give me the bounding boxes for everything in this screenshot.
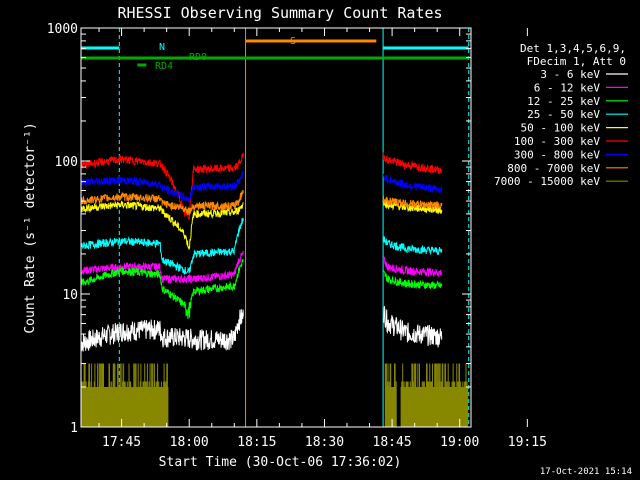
x-axis-label: Start Time (30-Oct-06 17:36:02): [159, 455, 402, 470]
x-tick-label-0: 17:45: [102, 435, 141, 450]
x-tick-label-3: 18:30: [305, 435, 344, 450]
timestamp: 17-Oct-2021 15:14: [540, 467, 632, 477]
x-axis: 17:45 18:00 18:15 18:30 18:45 19:00 19:15: [98, 28, 547, 450]
legend-label-0: 3 - 6 keV: [540, 68, 600, 81]
legend-header-0: Det 1,3,4,5,6,9,: [520, 42, 626, 55]
series-5-line-1: [382, 152, 443, 175]
x-tick-label-6: 19:15: [508, 435, 547, 450]
x-tick-label-1: 18:00: [170, 435, 209, 450]
series-0: [80, 306, 443, 352]
series-2-line-1: [382, 269, 443, 290]
legend-label-8: 7000 - 15000 keV: [494, 175, 600, 188]
series-3: [80, 218, 443, 276]
series-1-line-0: [80, 250, 244, 285]
series-5-line-0: [80, 152, 244, 220]
legend-label-7: 800 - 7000 keV: [507, 162, 600, 175]
series-1-line-1: [382, 256, 443, 278]
series-6: [80, 171, 443, 203]
annotation-n: N: [159, 42, 165, 53]
series-7-line-1: [382, 195, 443, 210]
legend-label-1: 6 - 12 keV: [534, 81, 601, 94]
series-2-line-0: [80, 258, 244, 319]
legend-label-4: 50 - 100 keV: [521, 122, 601, 135]
legend-label-2: 12 - 25 keV: [527, 95, 600, 108]
annotation-s: S: [290, 36, 296, 47]
series-0-line-0: [80, 309, 244, 352]
x-tick-label-2: 18:15: [237, 435, 276, 450]
y-axis-label: Count Rate (s⁻¹ detector⁻¹): [23, 122, 38, 333]
series-4-line-0: [80, 200, 244, 250]
series-8-band-0: [81, 363, 169, 427]
legend-label-5: 100 - 300 keV: [514, 135, 600, 148]
legend-label-3: 25 - 50 keV: [527, 108, 600, 121]
series-1: [80, 250, 443, 285]
series-6-line-1: [382, 173, 443, 194]
series-8-band-2: [400, 363, 469, 427]
series-8-band-1: [384, 363, 397, 427]
series-6-line-0: [80, 171, 244, 203]
series-7: [80, 189, 443, 216]
chart-title: RHESSI Observing Summary Count Rates: [117, 4, 442, 22]
series-3-line-0: [80, 218, 244, 276]
y-tick-label-0: 1: [70, 421, 78, 436]
series-0-line-1: [382, 306, 443, 348]
annotation-rd0: RD0: [189, 52, 207, 63]
legend-header-1: FDecim 1, Att 0: [527, 55, 626, 68]
y-tick-label-1: 10: [62, 288, 78, 303]
series-2: [80, 258, 443, 319]
plot-area: [80, 28, 470, 427]
legend-label-6: 300 - 800 keV: [514, 148, 600, 161]
y-axis: 1 10 100 1000: [47, 22, 471, 436]
x-tick-label-5: 19:00: [440, 435, 479, 450]
y-tick-label-3: 1000: [47, 22, 78, 37]
series-7-line-0: [80, 189, 244, 216]
x-tick-label-4: 18:45: [373, 435, 412, 450]
y-tick-label-2: 100: [55, 155, 78, 170]
annotations: N RD0 RD4 S: [155, 36, 296, 72]
series-5: [80, 152, 443, 220]
series-8: [81, 363, 469, 427]
series-3-line-1: [382, 235, 443, 256]
annotation-rd4: RD4: [155, 61, 173, 72]
legend: Det 1,3,4,5,6,9,FDecim 1, Att 03 - 6 keV…: [494, 42, 628, 188]
plot-frame: [80, 27, 472, 428]
